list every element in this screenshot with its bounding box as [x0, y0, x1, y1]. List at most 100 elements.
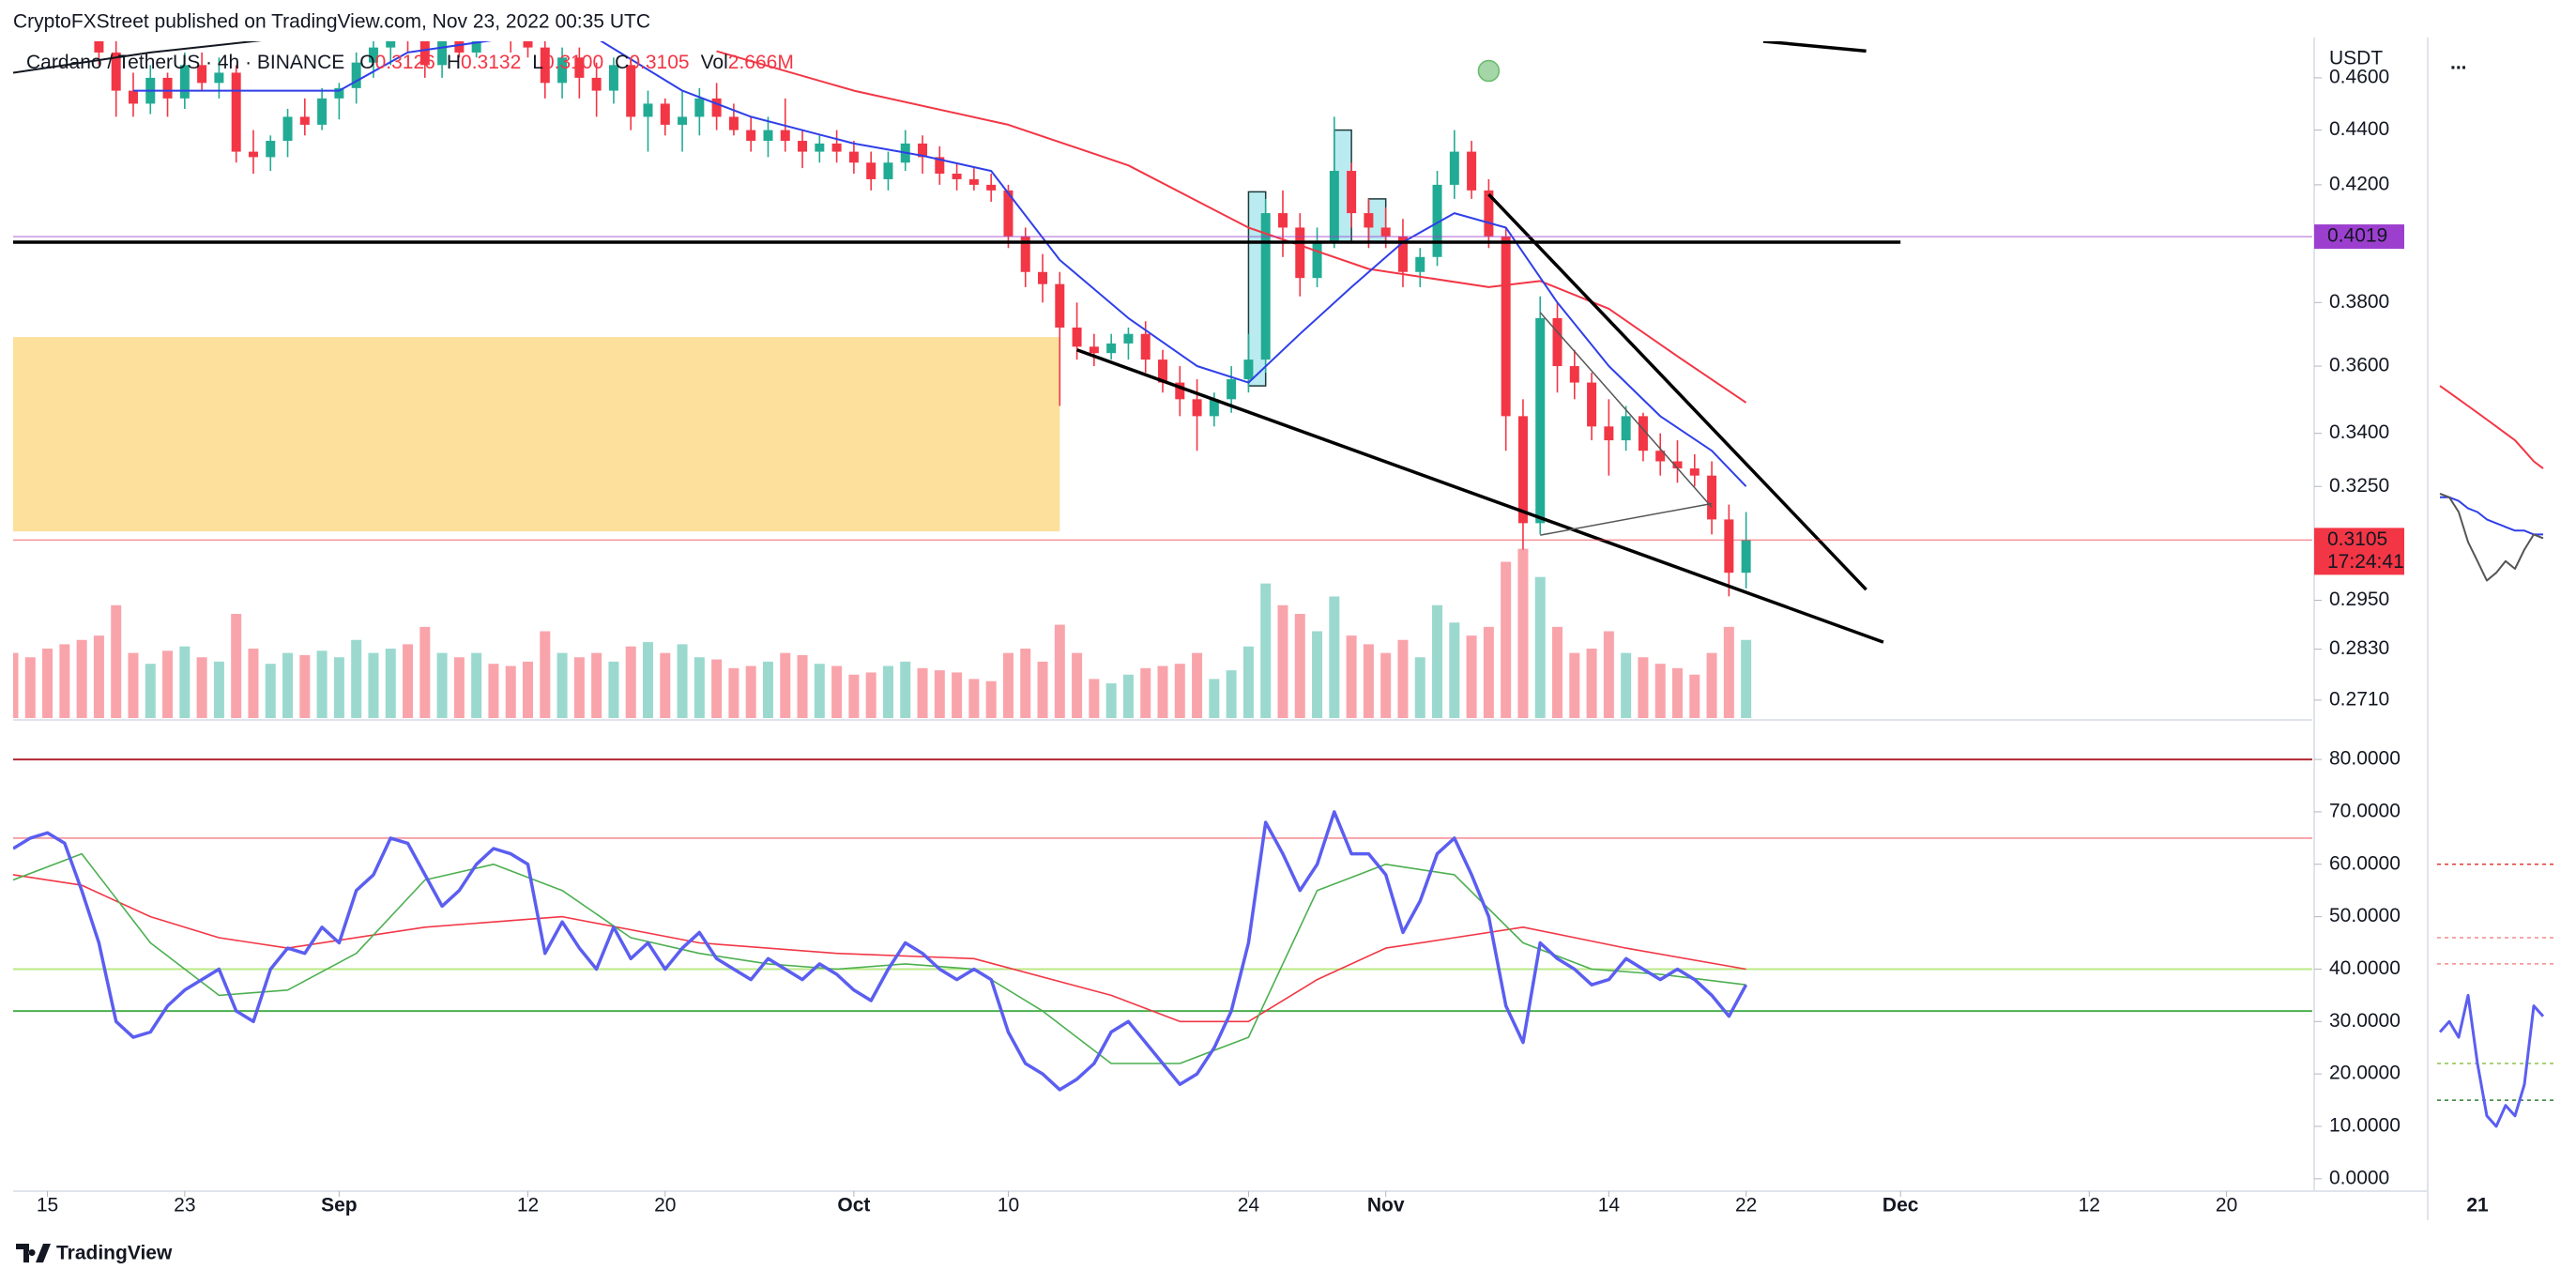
candle-body — [557, 57, 568, 84]
legend-key: L — [532, 52, 543, 73]
candle-body — [386, 41, 396, 48]
candle-body — [798, 141, 808, 152]
volume-bar — [1277, 604, 1288, 718]
candle-body — [1192, 399, 1202, 417]
candle-body — [883, 162, 893, 179]
volume-bar — [694, 657, 705, 718]
volume-bar — [625, 646, 636, 718]
legend-key: Vol — [701, 52, 728, 73]
trend-line — [1487, 192, 1867, 591]
moving-average — [133, 41, 1747, 487]
volume-bar — [196, 657, 207, 718]
legend-key: O — [359, 52, 374, 73]
candle-body — [351, 62, 361, 88]
candle-body — [266, 141, 276, 158]
rsi-tick-label: 70.0000 — [2329, 800, 2401, 821]
volume-bar — [831, 665, 843, 718]
volume-bar — [1672, 667, 1684, 718]
candle-body — [1312, 242, 1322, 279]
candle-body — [1604, 426, 1614, 441]
candle-body — [1397, 236, 1408, 272]
volume-bar — [1294, 614, 1305, 718]
volume-bar — [591, 652, 602, 718]
moving-average — [716, 50, 1747, 404]
volume-bar — [24, 657, 36, 718]
trend-line — [1075, 348, 1884, 644]
legend-key: H — [447, 52, 461, 73]
candle-body — [1741, 540, 1751, 574]
y-tick-label: 0.2950 — [2329, 589, 2389, 610]
axis-unit: USDT — [2329, 48, 2383, 69]
publisher: CryptoFXStreet published on TradingView.… — [13, 11, 650, 33]
volume-bar — [1260, 583, 1272, 718]
marker — [1477, 59, 1501, 83]
zone — [13, 337, 1060, 532]
candle-body — [1655, 451, 1666, 462]
candle-body — [1364, 213, 1374, 228]
volume-bar — [642, 642, 653, 718]
candle-body — [1569, 366, 1579, 383]
volume-bar — [934, 670, 945, 718]
candle-body — [591, 77, 602, 91]
volume-bar — [677, 644, 688, 718]
logo-mark — [16, 1244, 51, 1262]
x-tick-label: 10 — [998, 1195, 1019, 1216]
more-menu: ... — [2450, 53, 2467, 74]
candle-body — [1072, 327, 1082, 347]
rsi-tick-label: 30.0000 — [2329, 1010, 2401, 1032]
candle-body — [162, 77, 173, 99]
candle-body — [1038, 271, 1048, 284]
x-tick-label: 12 — [517, 1195, 539, 1216]
trend-line — [1762, 41, 1867, 54]
volume-bar — [1312, 631, 1323, 718]
y-tick-label: 0.4200 — [2329, 173, 2389, 194]
legend-value: 0.3100 — [543, 52, 603, 73]
mini-line — [2440, 496, 2543, 536]
volume-bar — [1002, 652, 1014, 718]
volume-bar — [1346, 635, 1357, 718]
candle-body — [728, 116, 739, 130]
volume-bar — [882, 665, 893, 718]
symbol-legend: Cardano / TetherUS · 4h · BINANCE O0.3126… — [26, 52, 794, 73]
candle-body — [1535, 317, 1546, 524]
volume-bar — [1723, 626, 1734, 718]
candle-body — [540, 47, 550, 84]
y-tick-label: 0.2830 — [2329, 637, 2389, 659]
volume-bar — [556, 652, 568, 718]
candle-body — [780, 130, 790, 142]
volume-bar — [488, 664, 499, 718]
candle-body — [1449, 151, 1459, 185]
volume-bar — [1432, 604, 1443, 718]
price-label: 0.3105 — [2327, 528, 2387, 550]
volume-bar — [42, 649, 53, 718]
mini-line — [2439, 492, 2544, 582]
candle-body — [1106, 343, 1117, 354]
volume-bar — [179, 646, 191, 718]
volume-bar — [1638, 657, 1649, 718]
trend-line — [1540, 502, 1713, 536]
volume-bar — [213, 661, 224, 718]
volume-bar — [660, 652, 671, 718]
candle-body — [523, 41, 533, 48]
x-tick-label: 22 — [1735, 1195, 1757, 1216]
x-tick-label: 20 — [654, 1195, 676, 1216]
volume-bar — [1037, 661, 1048, 718]
price-label-box — [2314, 528, 2404, 575]
volume-bar — [1741, 639, 1752, 718]
volume-bar — [1483, 626, 1494, 718]
volume-bar — [111, 604, 122, 718]
volume-bar — [1242, 646, 1254, 718]
candle-body — [214, 72, 224, 84]
volume-bar — [952, 672, 963, 718]
volume-bar — [745, 665, 756, 718]
y-tick-label: 0.3400 — [2329, 421, 2389, 443]
volume-bar — [1466, 635, 1477, 718]
moving-average — [13, 41, 263, 74]
candle-body — [437, 41, 448, 66]
volume-bar — [1140, 667, 1151, 718]
x-tick-label: 24 — [1238, 1195, 1260, 1216]
rsi-pane — [13, 758, 2312, 1092]
candle-body — [1055, 283, 1065, 328]
